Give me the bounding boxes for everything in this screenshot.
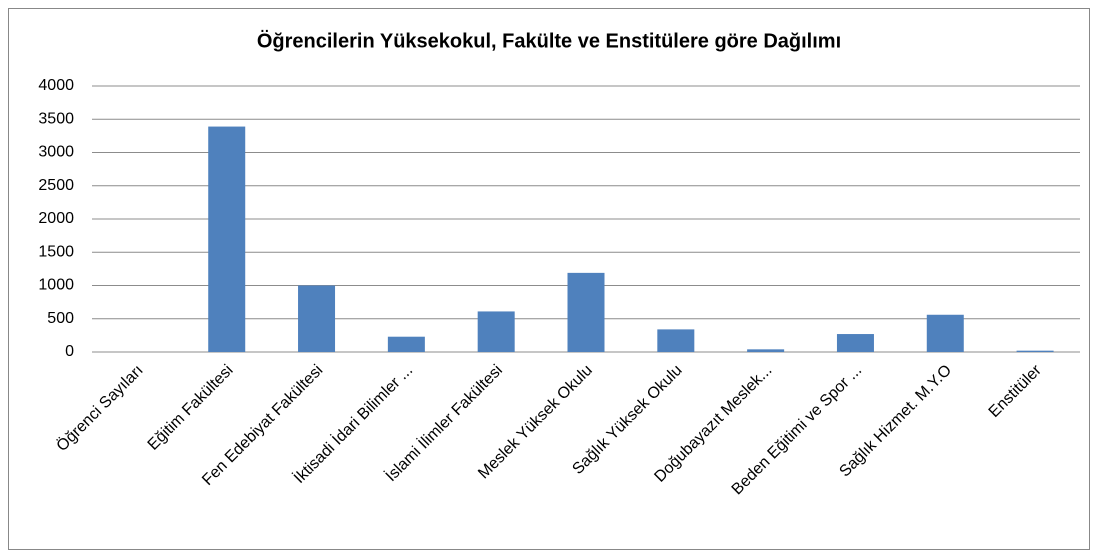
bar <box>387 336 425 352</box>
y-tick-label: 1000 <box>38 277 74 294</box>
bar <box>657 329 695 352</box>
bar <box>926 314 964 352</box>
y-tick-label: 500 <box>47 310 74 327</box>
y-tick-label: 2500 <box>38 177 74 194</box>
bar <box>747 349 785 352</box>
y-tick-label: 1500 <box>38 243 74 260</box>
bar <box>298 285 336 352</box>
y-tick-label: 3500 <box>38 110 74 127</box>
chart-title: Öğrencilerin Yüksekokul, Fakülte ve Enst… <box>257 29 841 52</box>
bar <box>836 334 874 352</box>
y-tick-label: 3000 <box>38 144 74 161</box>
y-tick-label: 0 <box>65 343 74 360</box>
chart-frame <box>8 8 1090 550</box>
bar <box>477 311 515 352</box>
y-tick-label: 4000 <box>38 77 74 94</box>
bar <box>567 272 605 352</box>
bar <box>1016 350 1054 352</box>
y-tick-label: 2000 <box>38 210 74 227</box>
bar <box>208 126 246 352</box>
